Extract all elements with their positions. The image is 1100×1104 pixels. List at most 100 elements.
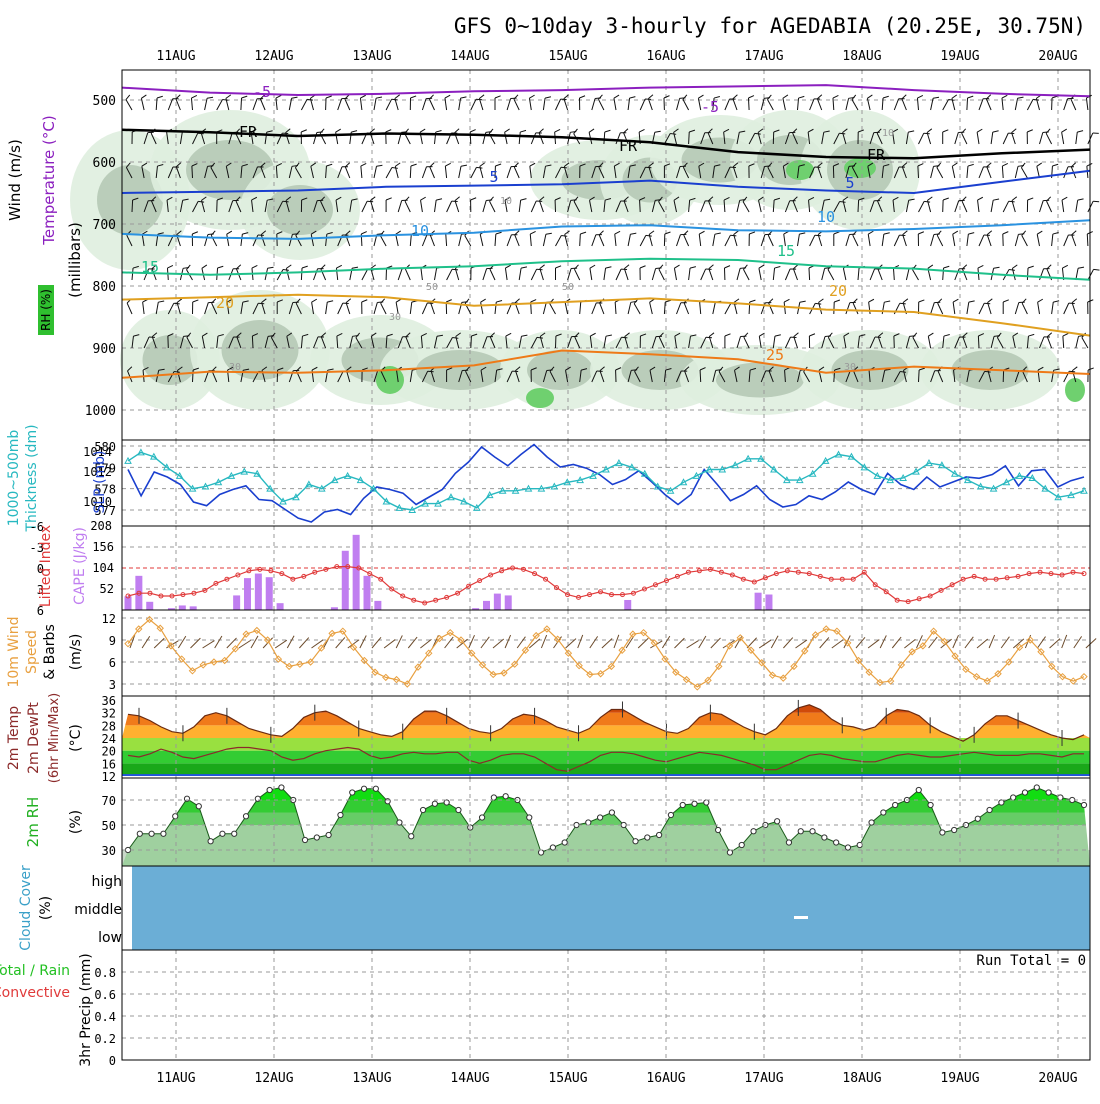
rh-tick-label: 50 bbox=[102, 819, 116, 833]
ylabel-wind: Wind (m/s) bbox=[6, 139, 24, 221]
rh-marker bbox=[302, 837, 307, 842]
rh-marker bbox=[373, 786, 378, 791]
rh-marker bbox=[881, 810, 886, 815]
rh-marker bbox=[137, 831, 142, 836]
wind-barb-flag bbox=[839, 133, 845, 134]
rh-marker bbox=[1022, 790, 1027, 795]
rh-marker bbox=[444, 800, 449, 805]
rh-tick-label: 30 bbox=[102, 844, 116, 858]
rh-marker bbox=[208, 839, 213, 844]
chart-title: GFS 0~10day 3-hourly for AGEDABIA (20.25… bbox=[454, 14, 1086, 38]
cape-bar bbox=[364, 576, 371, 610]
date-label-bottom: 20AUG bbox=[1038, 1071, 1077, 1086]
wind-barb-flag bbox=[924, 201, 930, 202]
rh-marker bbox=[845, 845, 850, 850]
rh-marker bbox=[161, 831, 166, 836]
wind-barb bbox=[241, 98, 242, 110]
wind-barb-flag bbox=[561, 167, 567, 168]
wind-barb bbox=[471, 336, 472, 348]
wind-barb bbox=[580, 234, 581, 246]
wind-barb-flag bbox=[537, 337, 543, 338]
cape-bar bbox=[342, 551, 349, 610]
wind-barb-flag bbox=[198, 201, 204, 202]
wind-barb bbox=[252, 336, 253, 348]
cape-bar bbox=[765, 595, 772, 610]
contour-label: -5 bbox=[701, 98, 719, 116]
rh-marker bbox=[125, 847, 130, 852]
contour-label: 20 bbox=[216, 294, 234, 312]
cape-bar bbox=[374, 601, 381, 610]
wind-barb-flag bbox=[621, 337, 627, 338]
rh-marker bbox=[940, 830, 945, 835]
wind-barb bbox=[978, 336, 979, 348]
ylabel-rh-units: (%) bbox=[68, 810, 84, 834]
temp-tick-label: 12 bbox=[102, 770, 116, 784]
wind-barb bbox=[918, 166, 919, 178]
dewpoint-band-blue bbox=[122, 774, 1090, 776]
rh-marker bbox=[952, 827, 957, 832]
rh-marker bbox=[503, 794, 508, 799]
cloud-level-label: high bbox=[91, 874, 122, 890]
rh-marker bbox=[361, 786, 366, 791]
ylabel-lifted-index: Lifted Index bbox=[38, 525, 54, 607]
rh-marker bbox=[1046, 790, 1051, 795]
rh-marker bbox=[739, 842, 744, 847]
rh-marker bbox=[798, 829, 803, 834]
rh-marker bbox=[1011, 795, 1016, 800]
rh-marker bbox=[975, 816, 980, 821]
rh-marker bbox=[810, 829, 815, 834]
rh-shading-green bbox=[1065, 378, 1085, 402]
contour-label: 10 bbox=[411, 222, 429, 240]
contour-label: FR bbox=[867, 146, 886, 164]
rh-marker bbox=[1081, 802, 1086, 807]
ylabel-cloud-cover: Cloud Cover bbox=[18, 865, 34, 951]
wind-barb-flag bbox=[476, 167, 482, 168]
dewpoint-band bbox=[122, 738, 1090, 751]
wind-barb bbox=[410, 166, 411, 178]
contour-label: 20 bbox=[829, 282, 847, 300]
date-label-bottom: 11AUG bbox=[156, 1071, 195, 1086]
rh-marker bbox=[184, 796, 189, 801]
pressure-tick-label: 700 bbox=[93, 218, 116, 233]
wind-barb-flag bbox=[1033, 99, 1039, 100]
rh-marker bbox=[491, 795, 496, 800]
date-label-top: 20AUG bbox=[1038, 49, 1077, 64]
cloud-cover-mark bbox=[794, 916, 808, 919]
rh-marker bbox=[680, 802, 685, 807]
rh-marker bbox=[916, 787, 921, 792]
wind-barb bbox=[689, 132, 690, 144]
wind-barb bbox=[967, 98, 968, 110]
cape-bar bbox=[244, 578, 251, 610]
rh-marker bbox=[893, 802, 898, 807]
rh-marker bbox=[279, 785, 284, 790]
rh-marker bbox=[751, 829, 756, 834]
slp-tick-label: 208 bbox=[90, 519, 112, 533]
cape-bar bbox=[179, 605, 186, 610]
wind-barb bbox=[301, 268, 302, 280]
ylabel-2m-dewpt: 2m DewPt bbox=[26, 702, 42, 774]
ylabel-precip: 3hr Precip (mm) bbox=[78, 953, 94, 1066]
ylabel-slp: SLP (mb) bbox=[92, 450, 108, 513]
wind-barb-flag bbox=[755, 133, 761, 134]
rh-marker bbox=[409, 834, 414, 839]
rh-marker bbox=[834, 840, 839, 845]
rh-marker bbox=[385, 799, 390, 804]
date-label-top: 12AUG bbox=[254, 49, 293, 64]
pressure-tick-label: 1000 bbox=[85, 404, 116, 419]
wind-barb bbox=[809, 268, 810, 280]
cape-bar bbox=[233, 595, 240, 610]
cape-bar bbox=[483, 601, 490, 610]
wind-barb-flag bbox=[900, 303, 906, 304]
ylabel-temp-units: (°C) bbox=[68, 724, 84, 752]
precip-tick-label: 0 bbox=[109, 1054, 116, 1068]
date-label-top: 13AUG bbox=[352, 49, 391, 64]
pressure-tick-label: 500 bbox=[93, 94, 116, 109]
wind-barb-flag bbox=[730, 235, 736, 236]
rh-marker bbox=[1034, 785, 1039, 790]
rh-marker bbox=[1058, 795, 1063, 800]
rh-marker bbox=[420, 807, 425, 812]
rh-marker bbox=[704, 800, 709, 805]
date-label-bottom: 14AUG bbox=[450, 1071, 489, 1086]
rh-shading-dark bbox=[416, 350, 504, 390]
rh-marker bbox=[397, 820, 402, 825]
